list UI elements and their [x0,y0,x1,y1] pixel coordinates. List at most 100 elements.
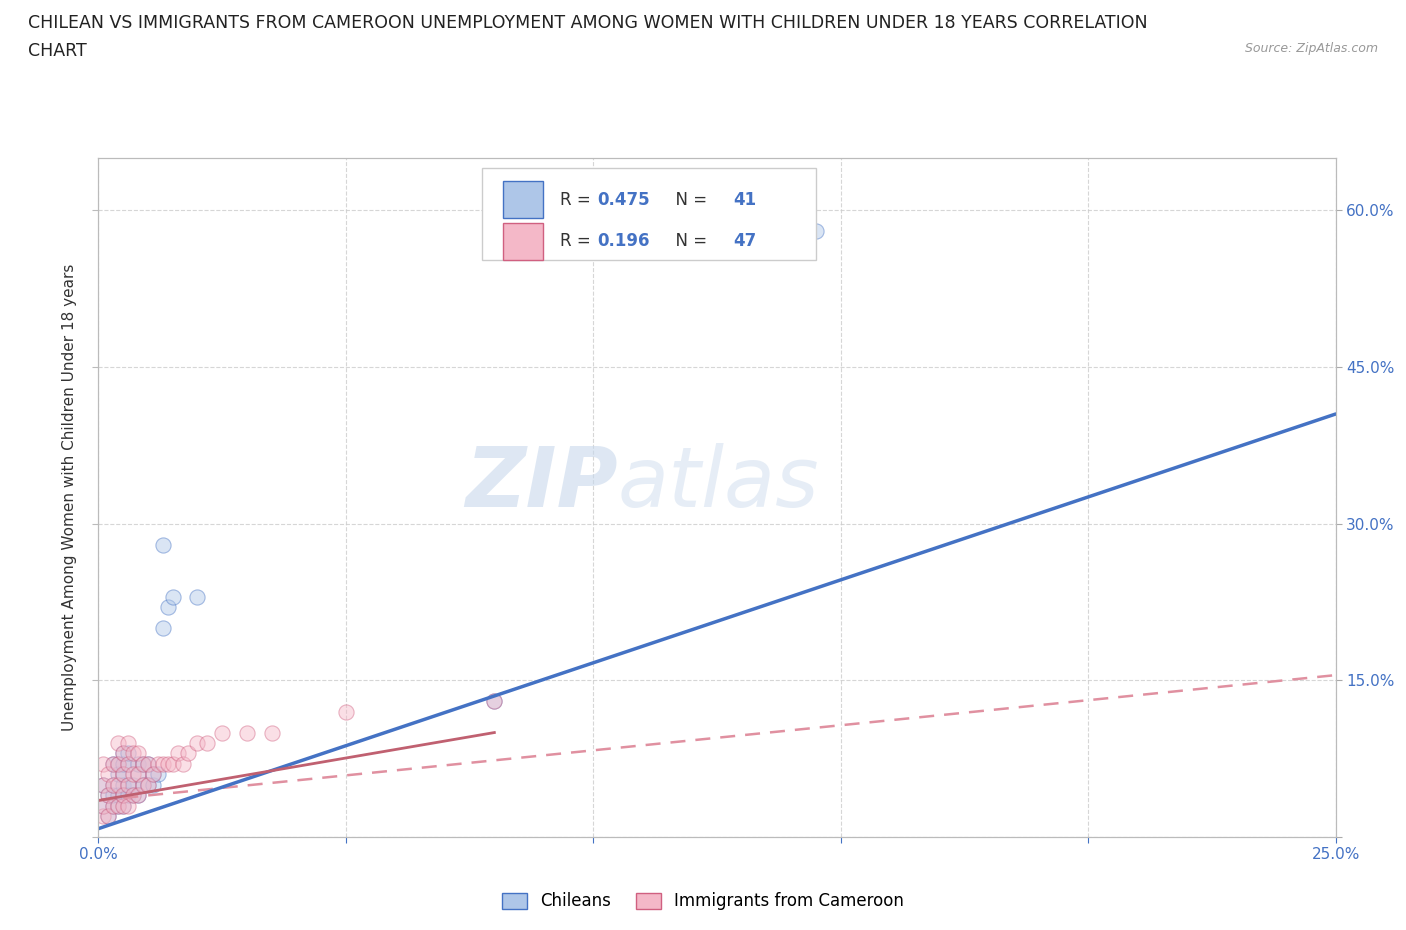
Point [136,777,159,792]
Point [112,767,135,782]
Point [136,777,159,792]
Point [132,756,155,771]
Text: CHART: CHART [28,42,87,60]
Point [107,798,129,813]
Point [93,798,115,813]
Point [112,746,135,761]
Point [127,756,149,771]
Point [132,756,155,771]
Text: Source: ZipAtlas.com: Source: ZipAtlas.com [1244,42,1378,55]
Point [103,788,125,803]
Point [142,767,165,782]
Point [117,736,139,751]
Point [152,756,174,771]
Point [97,767,120,782]
Point [112,746,135,761]
Point [127,788,149,803]
Point [146,756,169,771]
Point [152,538,174,552]
Point [122,767,145,782]
Point [112,767,135,782]
Point [107,756,129,771]
Point [804,224,827,239]
Text: 41: 41 [733,191,756,208]
Point [484,694,506,709]
Point [103,798,125,813]
Text: atlas: atlas [619,444,820,525]
Point [122,788,145,803]
Point [93,756,115,771]
Point [103,777,125,792]
Point [97,809,120,824]
Point [112,777,135,792]
Point [107,798,129,813]
Point [122,746,145,761]
Point [107,736,129,751]
Point [112,788,135,803]
Point [117,756,139,771]
Point [236,725,259,740]
Point [186,736,208,751]
Point [152,620,174,635]
Point [122,777,145,792]
Point [93,798,115,813]
Point [107,767,129,782]
Text: R =: R = [560,232,596,250]
Point [166,746,188,761]
Point [127,788,149,803]
Point [117,746,139,761]
Point [136,756,159,771]
Point [107,788,129,803]
Text: 47: 47 [733,232,756,250]
Point [156,600,179,615]
Point [103,756,125,771]
Point [122,788,145,803]
Point [112,788,135,803]
FancyBboxPatch shape [503,181,543,219]
FancyBboxPatch shape [482,168,815,260]
Text: N =: N = [665,232,713,250]
Legend: Chileans, Immigrants from Cameroon: Chileans, Immigrants from Cameroon [495,885,911,917]
Point [142,777,165,792]
Point [211,725,233,740]
Text: R =: R = [560,191,596,208]
Point [156,756,179,771]
Point [146,767,169,782]
Point [97,809,120,824]
Point [93,777,115,792]
Point [127,767,149,782]
FancyBboxPatch shape [503,222,543,260]
Point [117,777,139,792]
Point [335,704,357,719]
Point [162,590,184,604]
Point [162,756,184,771]
Point [97,788,120,803]
Text: 0.475: 0.475 [598,191,650,208]
Point [117,788,139,803]
Text: N =: N = [665,191,713,208]
Point [97,788,120,803]
Point [132,777,155,792]
Point [107,756,129,771]
Point [103,756,125,771]
Text: CHILEAN VS IMMIGRANTS FROM CAMEROON UNEMPLOYMENT AMONG WOMEN WITH CHILDREN UNDER: CHILEAN VS IMMIGRANTS FROM CAMEROON UNEM… [28,14,1147,32]
Point [112,798,135,813]
Point [127,767,149,782]
Point [136,756,159,771]
Y-axis label: Unemployment Among Women with Children Under 18 years: Unemployment Among Women with Children U… [62,264,77,731]
Point [172,756,194,771]
Point [127,746,149,761]
Text: 0.196: 0.196 [598,232,650,250]
Point [93,809,115,824]
Point [484,694,506,709]
Point [93,777,115,792]
Point [132,777,155,792]
Point [103,798,125,813]
Point [103,777,125,792]
Point [112,756,135,771]
Point [117,798,139,813]
Point [142,767,165,782]
Point [112,798,135,813]
Point [107,777,129,792]
Point [117,777,139,792]
